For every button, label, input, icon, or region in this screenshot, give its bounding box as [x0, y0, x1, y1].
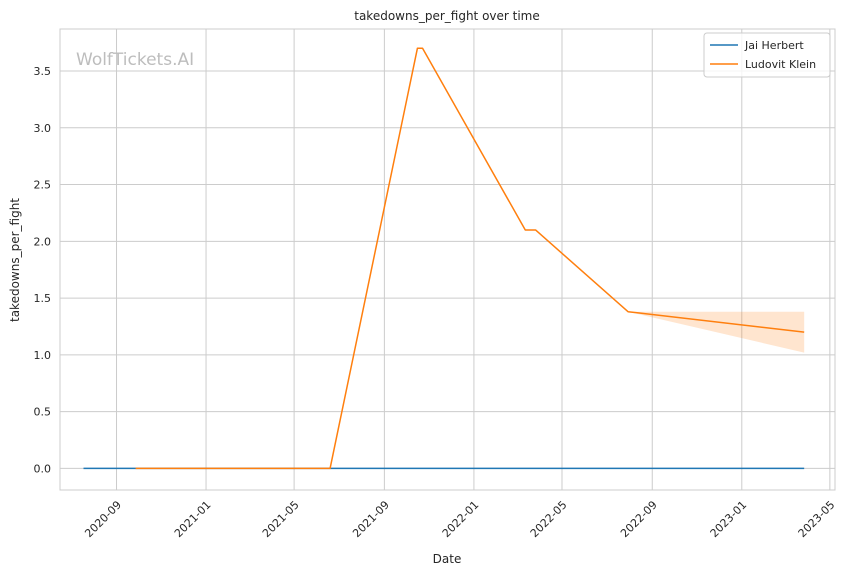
y-axis-ticks: 0.0 0.5 1.0 1.5 2.0 2.5 3.0 3.5: [34, 65, 52, 475]
x-gridlines: [116, 29, 831, 490]
chart-title: takedowns_per_fight over time: [354, 9, 540, 23]
x-axis-label: Date: [433, 552, 462, 566]
legend-label: Jai Herbert: [744, 39, 804, 52]
legend-label: Ludovit Klein: [745, 58, 816, 71]
legend-box: [703, 32, 831, 78]
series-lines: [83, 47, 805, 470]
y-tick-label: 0.5: [34, 406, 52, 419]
watermark: WolfTickets.AI: [76, 50, 194, 70]
confidence-bands: [628, 311, 805, 353]
y-tick-label: 3.5: [34, 65, 52, 78]
y-tick-label: 3.0: [34, 122, 52, 135]
y-tick-label: 0.0: [34, 462, 52, 475]
y-tick-label: 2.5: [34, 179, 52, 192]
plot-frame: [59, 28, 836, 491]
plot-background: [60, 29, 835, 490]
plot-area: WolfTickets.AI: [59, 28, 836, 491]
y-tick-label: 1.5: [34, 292, 52, 305]
y-tick-label: 2.0: [34, 235, 52, 248]
legend-items: Jai Herbert Ludovit Klein: [710, 39, 816, 71]
confidence-band: [628, 311, 805, 353]
series-line: [135, 47, 805, 470]
y-axis-label: takedowns_per_fight: [8, 198, 22, 322]
y-tick-label: 1.0: [34, 349, 52, 362]
legend: Jai Herbert Ludovit Klein: [703, 32, 831, 78]
